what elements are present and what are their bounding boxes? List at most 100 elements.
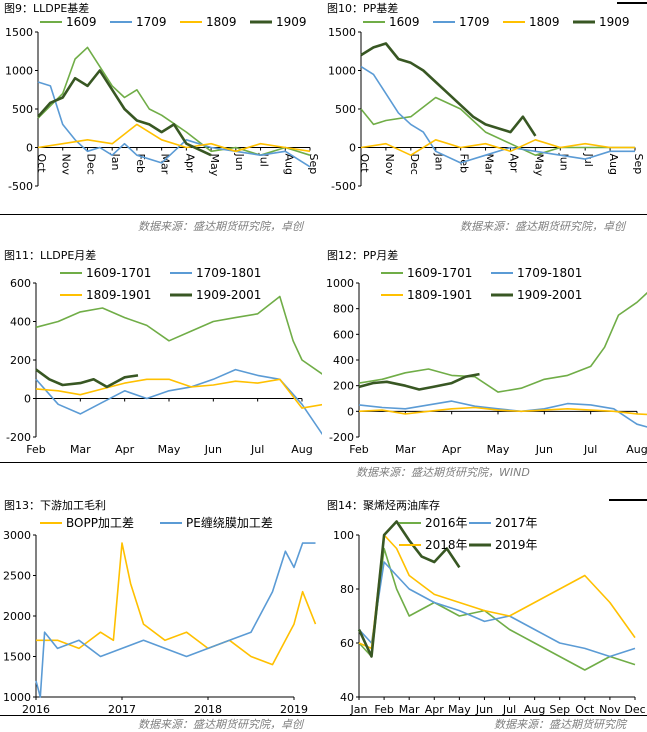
legend-label: 1709 — [459, 15, 490, 29]
x-tick-label: Apr — [507, 154, 520, 174]
series-line — [37, 81, 311, 168]
y-tick-label: 600 — [333, 328, 354, 341]
x-tick-label: Apr — [425, 703, 445, 716]
x-tick-label: Aug — [607, 154, 620, 175]
x-tick-label: Jun — [535, 443, 553, 456]
x-tick-label: Sep — [632, 154, 645, 175]
chart-title: 图9：LLDPE基差 — [4, 2, 90, 15]
legend-label: 1609 — [389, 15, 420, 29]
y-tick-label: 1000 — [326, 277, 354, 290]
y-tick-label: 1000 — [328, 65, 356, 78]
x-tick-label: May — [532, 154, 545, 177]
x-tick-label: 2019 — [280, 703, 308, 716]
series-line — [37, 46, 311, 156]
x-tick-label: 2017 — [108, 703, 136, 716]
x-tick-label: Jun — [475, 703, 493, 716]
y-tick-label: 400 — [333, 354, 354, 367]
series-line — [360, 139, 635, 156]
source-note: 数据来源：盛达期货研究院，卓创 — [460, 220, 625, 233]
x-tick-label: Oct — [575, 703, 595, 716]
x-tick-label: May — [487, 443, 510, 456]
x-tick-label: Jun — [204, 443, 222, 456]
x-tick-label: Aug — [291, 443, 312, 456]
series-line — [358, 561, 636, 658]
x-tick-label: Aug — [626, 443, 647, 456]
section-rule — [0, 214, 647, 215]
x-tick-label: Feb — [374, 703, 393, 716]
y-tick-label: 500 — [12, 103, 33, 116]
lldpe-basis-chart: -500 0 500 1000 1500 Oct Nov Dec Jan Feb Mar Apr May… — [5, 15, 320, 193]
y-tick-label: 0 — [349, 142, 356, 155]
x-tick-label: 2018 — [194, 703, 222, 716]
x-tick-label: Apr — [183, 154, 196, 174]
series-line — [35, 542, 316, 698]
x-tick-label: Jan — [350, 703, 368, 716]
panel-pp-basis: 图10：PP基差 -500 0 500 1000 1500 Oct Nov Dec Jan Feb… — [323, 0, 647, 230]
y-tick-label: 0 — [26, 142, 33, 155]
y-tick-label: -500 — [8, 180, 33, 193]
legend-label: 1809-1901 — [407, 288, 472, 302]
legend-label: 1709 — [136, 15, 167, 29]
x-tick-label: Aug — [524, 703, 545, 716]
series-line — [358, 400, 647, 428]
legend-label: 1909 — [276, 15, 307, 29]
legend-label: 1809-1901 — [86, 288, 151, 302]
y-tick-label: -200 — [329, 431, 354, 444]
x-tick-label: Sep — [307, 154, 320, 175]
series-line — [360, 42, 537, 137]
y-tick-label: 200 — [10, 354, 31, 367]
series-line — [358, 291, 647, 393]
y-tick-label: 3000 — [3, 529, 31, 542]
x-tick-label: Aug — [282, 154, 295, 175]
x-tick-label: Mar — [70, 443, 91, 456]
x-tick-label: Jan — [109, 153, 122, 171]
x-tick-label: Jul — [582, 153, 595, 167]
series-line — [360, 96, 635, 156]
series-line — [358, 406, 647, 416]
polyolefin-inventory-chart: 40 60 80 100 Jan Feb Mar Apr May Jun Jul Aug Sep Oct N… — [333, 516, 646, 716]
legend-label: 1609 — [66, 15, 97, 29]
header-bar — [609, 499, 647, 501]
y-tick-label: 0 — [347, 405, 354, 418]
x-tick-label: Mar — [483, 154, 496, 175]
legend-label: 1709-1801 — [196, 266, 261, 280]
series-line — [35, 368, 322, 436]
legend-label: PE缠绕膜加工差 — [186, 515, 273, 530]
legend-label: 1809 — [529, 15, 560, 29]
x-tick-label: Feb — [134, 154, 147, 173]
source-note: 数据来源：盛达期货研究院，卓创 — [138, 718, 303, 731]
y-tick-label: -500 — [331, 180, 356, 193]
series-line — [37, 69, 212, 157]
pp-basis-chart: -500 0 500 1000 1500 Oct Nov Dec Jan Feb Mar Apr May… — [328, 15, 645, 193]
legend-label: 1909-2001 — [196, 288, 261, 302]
y-tick-label: 800 — [333, 303, 354, 316]
x-tick-label: Oct — [35, 154, 48, 174]
chart-title: 图13：下游加工毛利 — [4, 499, 106, 512]
y-tick-label: 400 — [10, 316, 31, 329]
series-line — [35, 295, 322, 375]
legend-label: 1609-1701 — [407, 266, 472, 280]
x-tick-label: May — [158, 443, 181, 456]
chart-title: 图14：聚烯烃两油库存 — [327, 499, 440, 512]
x-tick-label: Feb — [349, 443, 368, 456]
x-tick-label: Feb — [458, 154, 471, 173]
x-tick-label: Jun — [233, 153, 246, 171]
source-note: 数据来源：盛达期货研究院，卓创 — [138, 220, 303, 233]
chart-title: 图11：LLDPE月差 — [4, 249, 97, 262]
y-tick-label: 100 — [333, 529, 354, 542]
x-tick-label: Sep — [549, 703, 570, 716]
x-tick-label: Jul — [250, 443, 264, 456]
x-tick-label: Jul — [258, 153, 271, 167]
y-tick-label: 1500 — [328, 26, 356, 39]
y-tick-label: -200 — [6, 431, 31, 444]
chart-title: 图12：PP月差 — [327, 249, 399, 262]
series-line — [357, 520, 461, 658]
y-tick-label: 40 — [340, 691, 354, 704]
y-tick-label: 60 — [340, 637, 354, 650]
panel-lldpe-basis: 图9：LLDPE基差 -500 0 500 1000 1500 Oct Nov Dec Jan F… — [0, 0, 322, 230]
x-tick-label: Dec — [84, 154, 97, 175]
y-tick-label: 500 — [335, 103, 356, 116]
series-line — [37, 123, 311, 153]
series-line — [358, 547, 636, 671]
legend-label: 2019年 — [495, 538, 538, 552]
